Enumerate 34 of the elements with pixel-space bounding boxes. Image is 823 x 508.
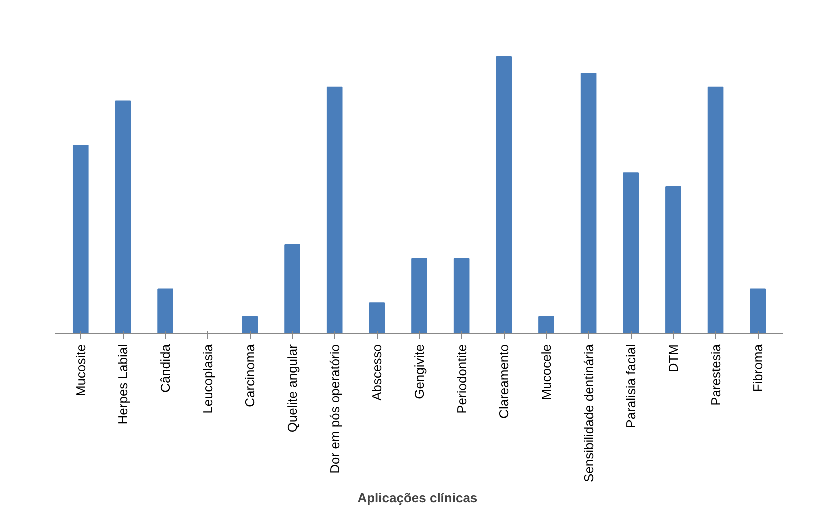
bar bbox=[666, 186, 682, 334]
bar bbox=[72, 144, 89, 334]
x-tick-label: Leucoplasia bbox=[200, 344, 216, 414]
x-tick-label: Clareamento bbox=[496, 344, 512, 419]
bar bbox=[242, 316, 258, 334]
bar bbox=[623, 172, 640, 334]
x-tick-label: Dor em pós operatório bbox=[327, 344, 342, 474]
bar bbox=[115, 100, 132, 334]
x-tick-label: Parestesia bbox=[708, 344, 724, 406]
bar bbox=[750, 288, 766, 334]
x-tick-label: Gengivite bbox=[412, 344, 427, 400]
bar bbox=[326, 86, 343, 334]
x-tick-label: Carcinoma bbox=[242, 344, 258, 408]
x-tick-label: Periodontite bbox=[454, 344, 470, 414]
x-tick-label: Herpes Labial bbox=[116, 344, 131, 425]
bar bbox=[538, 316, 554, 334]
bar bbox=[454, 258, 470, 334]
bar bbox=[496, 56, 512, 334]
x-tick-label: Mucosite bbox=[73, 344, 88, 397]
bar bbox=[158, 288, 174, 334]
x-tick-label: Fibroma bbox=[750, 344, 766, 392]
x-tick-label: Sensibilidade dentinária bbox=[581, 344, 596, 483]
x-tick-label: Mucocele bbox=[538, 344, 554, 400]
x-tick-label: Quelite angular bbox=[285, 344, 300, 433]
x-tick-label: Abscesso bbox=[370, 344, 385, 401]
x-axis-title: Aplicações clínicas bbox=[358, 490, 478, 506]
x-tick-label: Cândida bbox=[158, 344, 174, 393]
bar bbox=[369, 302, 386, 334]
bar bbox=[580, 73, 597, 334]
x-tick-label: Paralisia facial bbox=[624, 344, 639, 428]
x-tick-label: DTM bbox=[666, 344, 681, 373]
bar bbox=[284, 244, 300, 334]
bar bbox=[412, 258, 428, 334]
bar bbox=[708, 86, 724, 334]
